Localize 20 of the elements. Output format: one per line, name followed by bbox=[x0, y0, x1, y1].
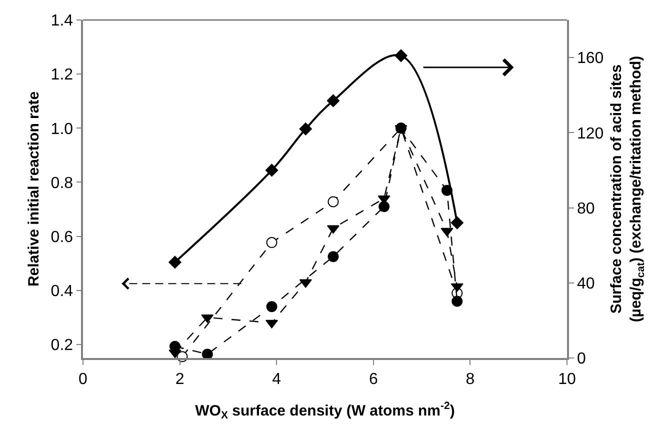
y-tick-label: 0.8 bbox=[50, 174, 74, 192]
y-tick-label: 0.6 bbox=[50, 228, 74, 246]
x-tick-label: 0 bbox=[78, 370, 88, 388]
y-tick-label: 1.0 bbox=[50, 120, 74, 138]
x-tick-label: 6 bbox=[368, 370, 378, 388]
y-tick-label: 0.2 bbox=[50, 337, 74, 354]
x-tick-label: 8 bbox=[466, 370, 475, 388]
y-tick-label: 0.4 bbox=[50, 283, 74, 300]
y2-tick-label: 0 bbox=[576, 350, 586, 368]
y2-tick-label: 120 bbox=[576, 125, 604, 142]
x-tick-label: 2 bbox=[175, 370, 184, 388]
y2-tick-label: 160 bbox=[576, 50, 604, 68]
y2-tick-label: 80 bbox=[576, 200, 595, 218]
x-axis-title: WO$_{X}$ surface density (W atoms nm$^{-2}$) bbox=[195, 400, 455, 422]
x-tick-label: 4 bbox=[272, 370, 282, 388]
x-tick-label: 10 bbox=[558, 370, 576, 388]
y-tick-label: 1.2 bbox=[50, 66, 74, 84]
y-tick-label: 1.4 bbox=[50, 12, 74, 30]
y-axis-title: Relative initial reaction rate bbox=[26, 91, 43, 287]
y2-tick-label: 40 bbox=[576, 275, 595, 292]
